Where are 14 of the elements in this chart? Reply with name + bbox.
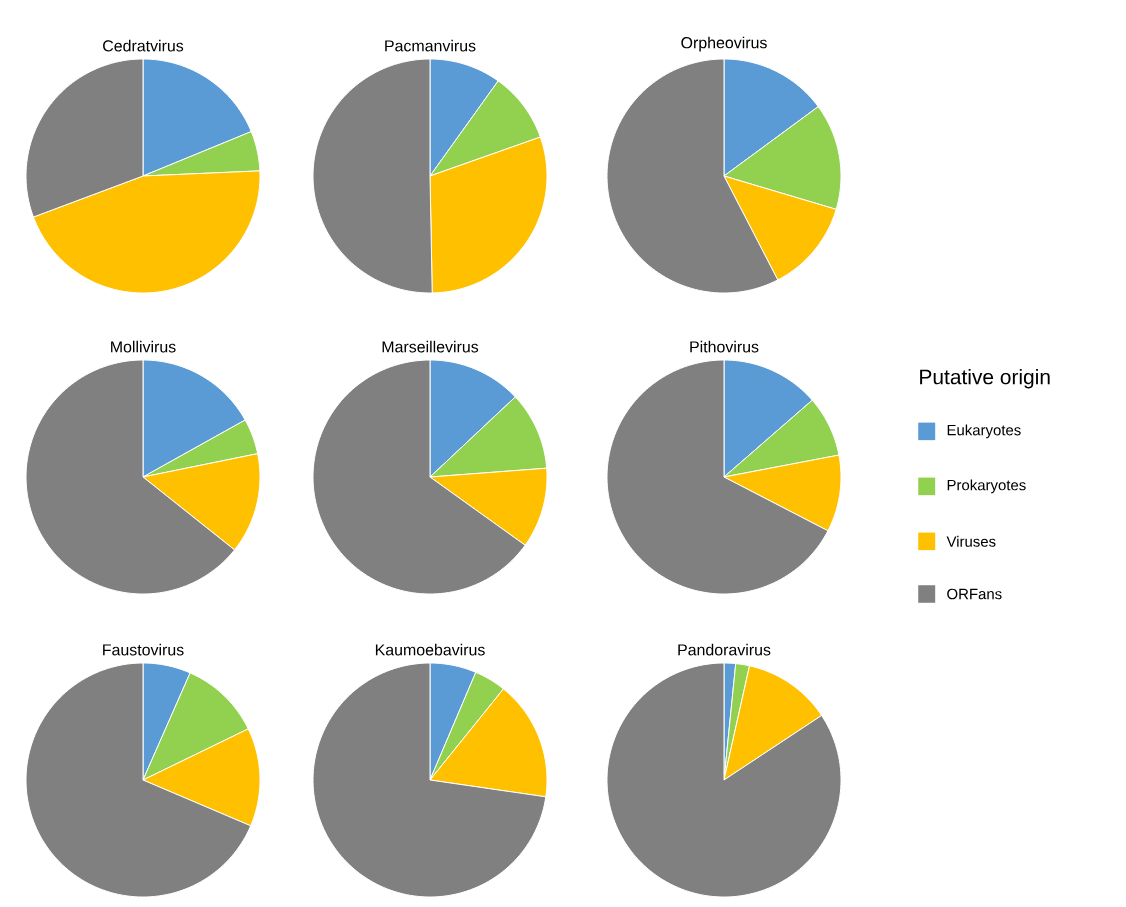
chart-title: Pandoravirus	[678, 643, 771, 656]
chart-title: Marseillevirus	[382, 340, 479, 353]
chart-title: Faustovirus	[103, 643, 184, 656]
chart-title: Pithovirus	[690, 340, 759, 353]
chart-title: Kaumoebavirus	[375, 643, 485, 656]
chart-title: Mollivirus	[111, 340, 176, 353]
legend-label: Prokaryotes	[947, 479, 1026, 494]
legend-label: Eukaryotes	[947, 424, 1021, 439]
chart-title: Pacmanvirus	[385, 39, 476, 52]
legend-title: Putative origin	[920, 368, 1050, 389]
legend-label: Viruses	[946, 535, 996, 547]
legend-label: ORFans	[947, 588, 1002, 600]
chart-title: Cedratvirus	[103, 39, 184, 52]
chart-title: Orpheovirus	[681, 36, 767, 52]
